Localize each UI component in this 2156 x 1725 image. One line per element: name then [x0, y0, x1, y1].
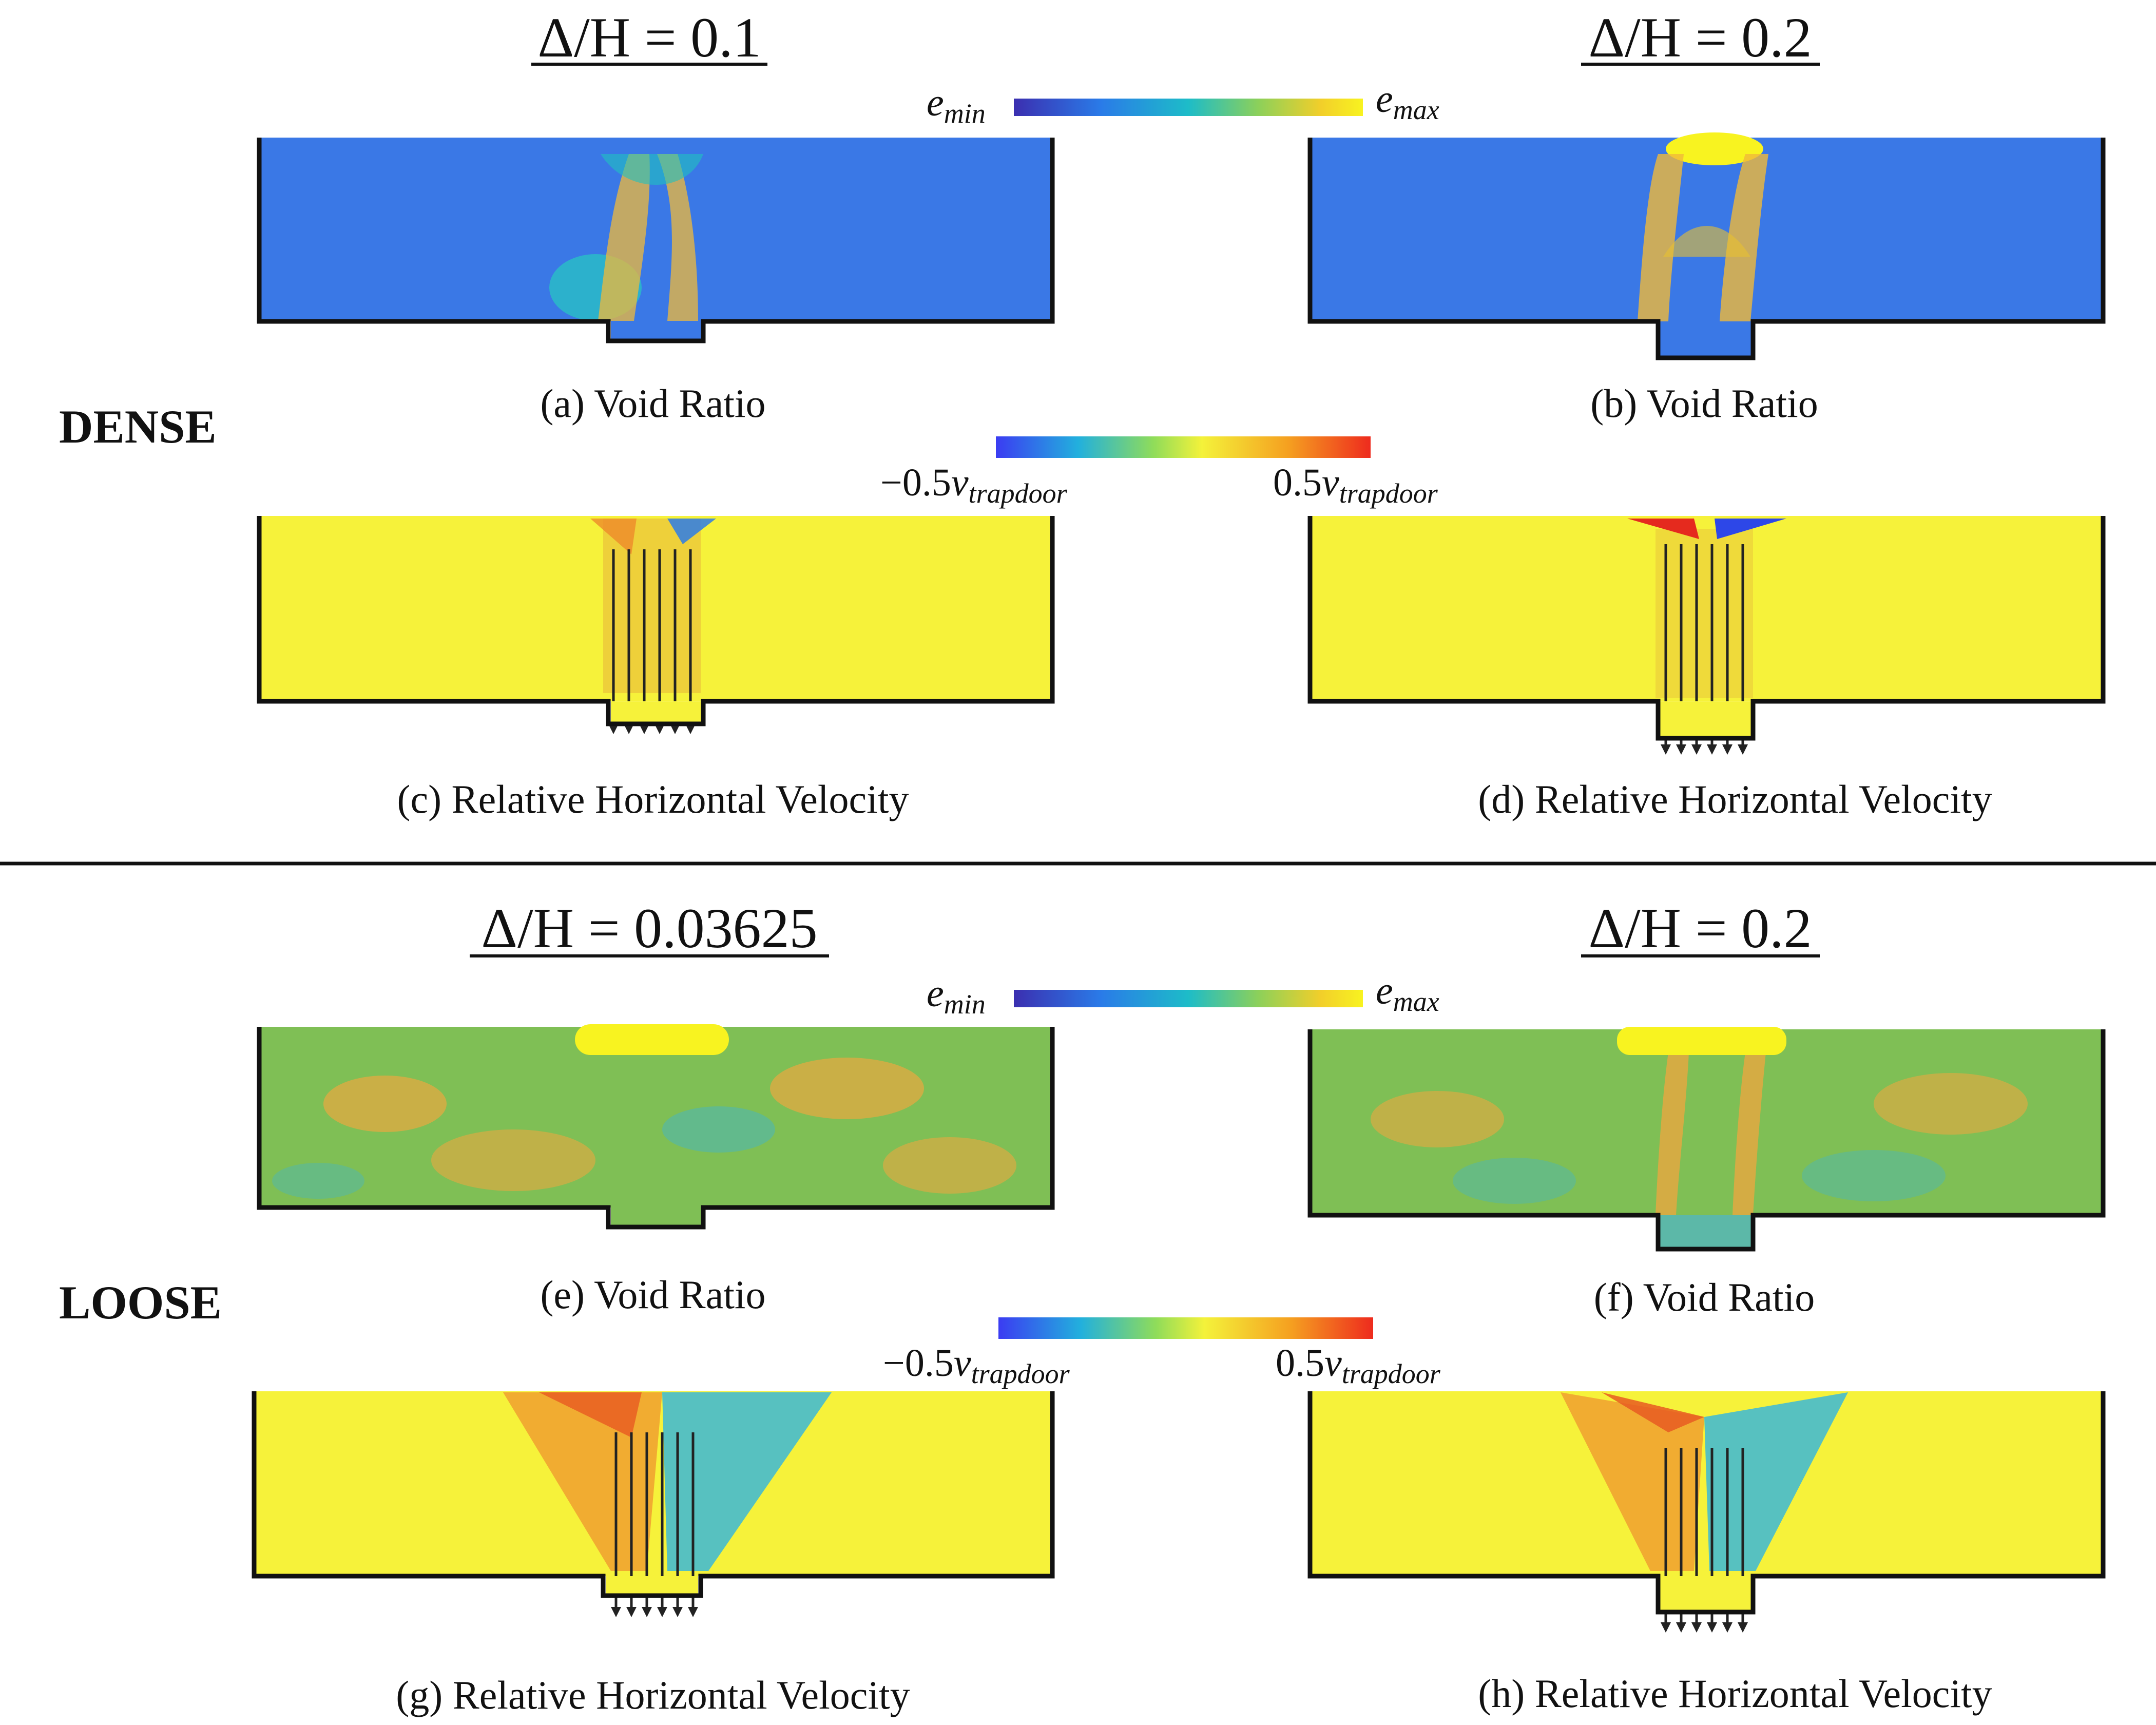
- panel-b-void-ratio: [1307, 132, 2106, 360]
- panel-a-void-ratio: [257, 138, 1055, 343]
- svg-text:emin: emin: [927, 972, 986, 1020]
- panel-e-void-ratio: [257, 1024, 1055, 1230]
- panel-g-velocity: [252, 1391, 1055, 1617]
- colorbar-max-label: 0.5vtrapdoor: [1273, 461, 1438, 509]
- loose-velocity-colorbar: −0.5vtrapdoor 0.5vtrapdoor: [883, 1317, 1441, 1389]
- dense-void-colorbar: emin emax: [927, 78, 1439, 129]
- velocity-colormap-bar: [996, 436, 1371, 458]
- caption-d: (d) Relative Horizontal Velocity: [1478, 777, 1992, 821]
- caption-e: (e) Void Ratio: [540, 1272, 765, 1317]
- colorbar-max-label: e: [1376, 969, 1393, 1012]
- caption-c: (c) Relative Horizontal Velocity: [397, 777, 909, 821]
- panel-h-velocity: [1307, 1391, 2106, 1633]
- colorbar-max-label: e: [1376, 78, 1393, 121]
- svg-text:emax: emax: [1376, 969, 1439, 1017]
- caption-b: (b) Void Ratio: [1590, 381, 1818, 426]
- caption-h: (h) Relative Horizontal Velocity: [1478, 1671, 1992, 1716]
- colorbar-min-label: e: [927, 81, 944, 124]
- panel-f-void-ratio: [1307, 1027, 2106, 1252]
- loose-void-colorbar: emin emax: [927, 969, 1439, 1020]
- caption-a: (a) Void Ratio: [540, 381, 765, 426]
- panel-d-velocity: [1307, 516, 2106, 755]
- colorbar-min-label: e: [927, 972, 944, 1015]
- dense-left-title: Δ/H = 0.1: [537, 6, 761, 69]
- dense-velocity-colorbar: −0.5vtrapdoor 0.5vtrapdoor: [880, 436, 1438, 509]
- colorbar-min-label: −0.5vtrapdoor: [883, 1341, 1070, 1389]
- void-colormap-bar: [1014, 99, 1363, 116]
- loose-left-title: Δ/H = 0.03625: [481, 897, 817, 960]
- svg-text:emax: emax: [1376, 78, 1439, 125]
- velocity-colormap-bar: [998, 1317, 1373, 1339]
- loose-group-label: LOOSE: [59, 1276, 222, 1329]
- colorbar-max-label: 0.5vtrapdoor: [1276, 1341, 1441, 1389]
- void-colormap-bar: [1014, 990, 1363, 1007]
- panel-c-velocity: [257, 516, 1055, 734]
- caption-g: (g) Relative Horizontal Velocity: [396, 1673, 910, 1717]
- dense-group-label: DENSE: [59, 400, 217, 453]
- svg-text:emin: emin: [927, 81, 986, 129]
- caption-f: (f) Void Ratio: [1594, 1275, 1815, 1319]
- loose-right-title: Δ/H = 0.2: [1588, 897, 1812, 960]
- colorbar-min-label: −0.5vtrapdoor: [880, 461, 1068, 509]
- displacement-arrows: [608, 549, 696, 734]
- dense-right-title: Δ/H = 0.2: [1588, 6, 1812, 69]
